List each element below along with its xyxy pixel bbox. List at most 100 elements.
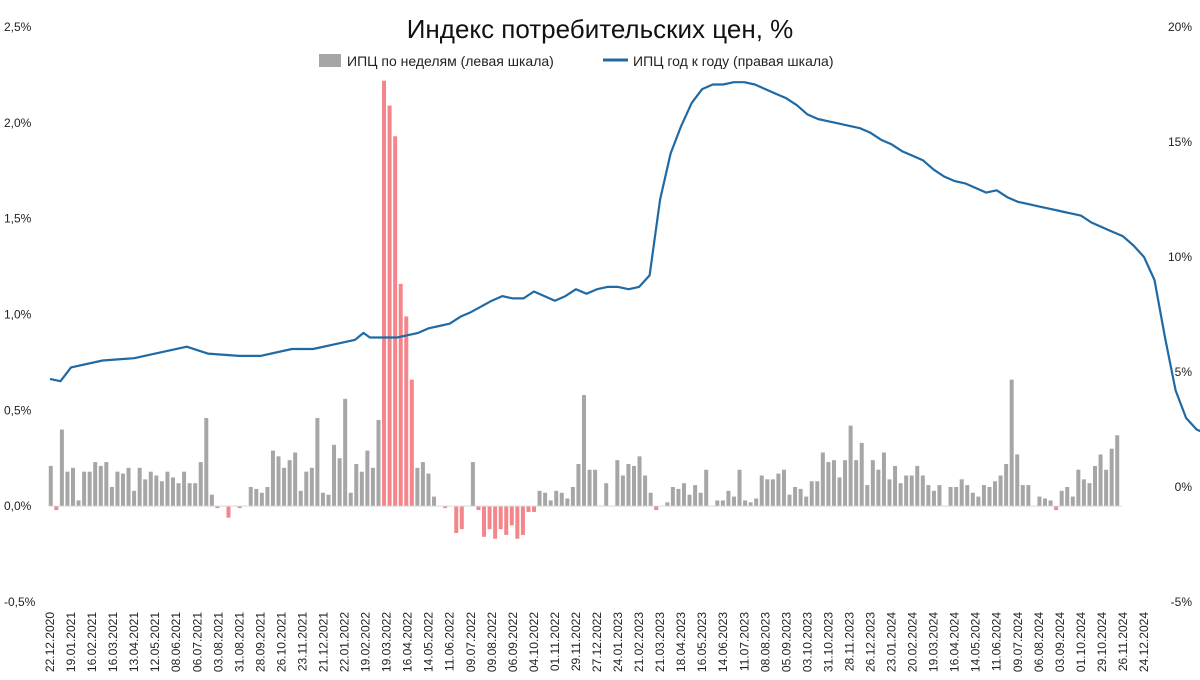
x-tick-label: 21.12.2021 [317,612,331,672]
x-tick-label: 21.03.2023 [653,612,667,672]
x-tick-label: 24.01.2023 [611,612,625,672]
weekly-bar [554,490,559,507]
weekly-bar [120,473,125,507]
x-tick-label: 12.05.2021 [148,612,162,672]
weekly-bar [981,485,986,507]
weekly-bar [870,460,875,507]
weekly-bar [1115,435,1120,507]
weekly-bar [920,475,925,507]
weekly-bar [154,475,159,507]
weekly-bar [54,506,59,510]
weekly-bar [804,496,809,507]
x-tick-label: 08.08.2023 [758,612,772,672]
right-tick-label: 15% [1168,135,1192,149]
weekly-bar [87,471,92,507]
right-tick-label: -5% [1171,595,1193,609]
weekly-bar [582,395,586,507]
weekly-bar [487,506,492,530]
weekly-bar [370,467,375,507]
weekly-bar [765,479,770,507]
weekly-bar [470,462,475,507]
weekly-bar [1070,496,1075,507]
legend-bars-swatch [319,54,341,67]
x-tick-label: 09.07.2024 [1011,612,1025,672]
weekly-bar [432,496,437,507]
x-tick-label: 03.09.2024 [1053,612,1067,672]
weekly-bar [859,442,864,507]
weekly-bar [570,487,575,507]
weekly-bar [265,487,270,507]
weekly-bar [970,492,975,507]
x-tick-label: 28.11.2023 [843,612,857,671]
weekly-bar [76,500,81,507]
x-tick-label: 31.10.2023 [821,612,835,672]
weekly-bar [526,506,531,512]
weekly-bar [532,506,537,512]
weekly-bar [631,465,636,507]
weekly-bar [737,469,742,507]
weekly-bar [926,485,931,507]
weekly-bar [726,490,731,507]
weekly-bar [326,494,331,507]
weekly-bar [382,80,387,507]
weekly-bar [287,460,292,507]
weekly-bar [115,471,120,507]
weekly-bar [204,418,209,507]
weekly-bar [915,465,920,507]
weekly-bar [831,460,836,507]
weekly-bar [304,471,309,507]
weekly-bar [254,488,259,507]
weekly-bar [826,462,831,507]
weekly-bar [776,473,781,507]
weekly-bar [648,492,653,507]
weekly-bar [1020,485,1025,507]
weekly-bar [198,462,203,507]
weekly-bar [454,506,459,533]
weekly-bar [420,462,425,507]
left-tick-label: 1,0% [4,308,32,322]
weekly-bar [393,136,398,507]
x-axis: 22.12.2020 19.01.2021 16.02.2021 16.03.2021… [43,612,1151,672]
x-tick-label: 16.05.2023 [695,612,709,672]
weekly-bar [1065,487,1070,507]
weekly-bar [615,460,620,507]
weekly-bar [820,452,825,507]
weekly-bar [1037,496,1042,507]
x-tick-label: 16.04.2024 [948,612,962,672]
weekly-bar [309,467,314,507]
x-tick-label: 03.10.2023 [800,612,814,672]
x-tick-label: 06.09.2022 [506,612,520,672]
weekly-bar [48,465,53,507]
weekly-bar [504,506,509,535]
weekly-bar [543,492,548,507]
weekly-bar [215,506,220,509]
x-tick-label: 08.06.2021 [169,612,183,672]
weekly-bar [476,506,481,510]
weekly-bar [398,283,403,507]
x-tick-label: 21.02.2023 [632,612,646,672]
weekly-bar [82,471,87,507]
x-tick-label: 28.09.2021 [253,612,267,672]
left-tick-label: 2,0% [4,116,32,130]
weekly-bar [354,464,359,507]
weekly-bar [498,506,503,530]
legend-bars-label: ИПЦ по неделям (левая шкала) [347,53,554,69]
weekly-bar [748,502,753,507]
weekly-bar [415,467,420,507]
x-tick-label: 16.04.2022 [401,612,415,672]
weekly-bar [965,485,970,507]
weekly-bar [687,494,692,507]
weekly-bar [259,492,264,507]
weekly-bar [509,506,514,526]
weekly-bar [1093,465,1098,507]
left-tick-label: 0,0% [4,499,32,513]
weekly-bar [1004,464,1009,507]
weekly-bar [993,481,998,507]
weekly-bar [643,475,648,507]
weekly-bar [71,467,75,507]
weekly-bar [987,487,992,507]
weekly-bar [482,506,487,537]
weekly-bar [743,500,748,507]
